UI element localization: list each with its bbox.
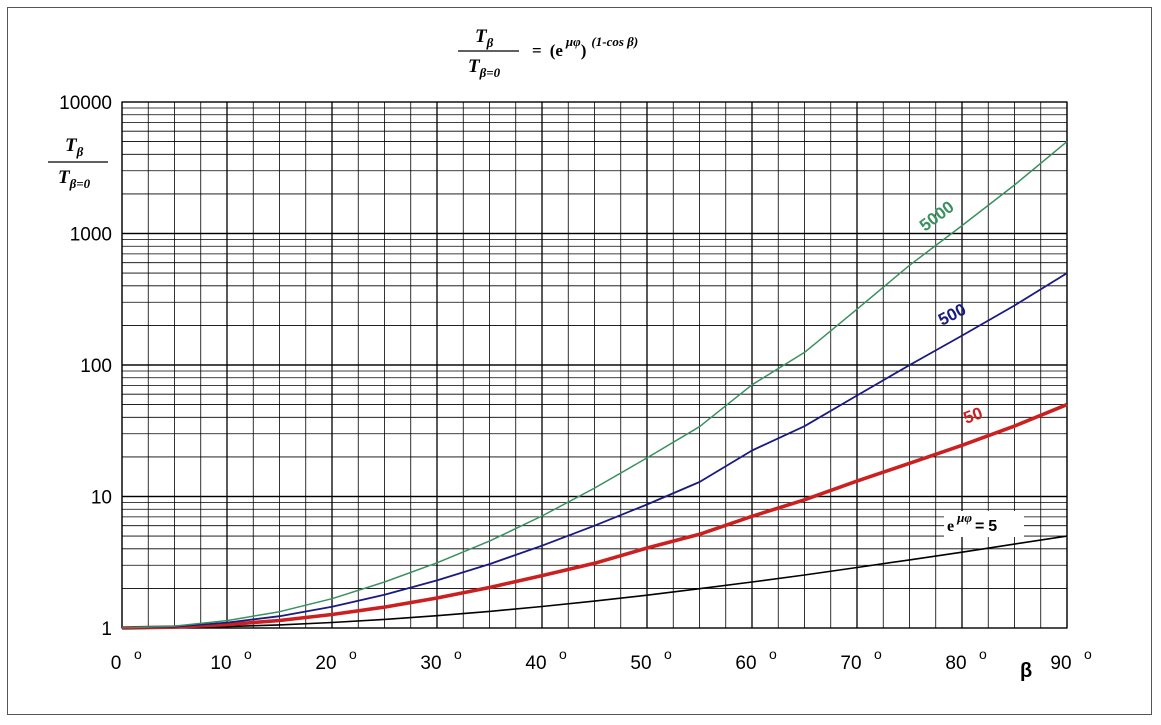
y-tick-label: 10 (91, 488, 112, 509)
x-tick-degree: o (349, 646, 357, 662)
grid (121, 101, 1068, 629)
series-label-5-background (944, 511, 1024, 537)
title-numerator: Tβ (475, 26, 494, 50)
series-line-5 (121, 535, 1068, 629)
x-tick-label: 40 (525, 653, 546, 674)
series-line-50 (121, 402, 1068, 630)
x-tick-label: 90 (1050, 653, 1071, 674)
series-line-5000 (121, 141, 1068, 629)
x-tick-degree: o (454, 646, 462, 662)
x-tick-label: 0 (111, 653, 122, 674)
x-axis-label: β (1020, 660, 1032, 682)
series-line-500 (121, 272, 1068, 629)
x-tick-label: 10 (210, 653, 231, 674)
ylabel-denominator: Tβ=0 (58, 167, 91, 191)
x-tick-degree: o (1084, 646, 1092, 662)
x-tick-label: 80 (945, 653, 966, 674)
x-tick-degree: o (979, 646, 987, 662)
x-tick-label: 50 (630, 653, 651, 674)
x-tick-degree: o (559, 646, 567, 662)
y-tick-label: 10000 (59, 93, 112, 114)
x-tick-degree: o (134, 646, 142, 662)
x-tick-degree: o (664, 646, 672, 662)
y-tick-label: 1 (101, 619, 112, 640)
series-lines (121, 141, 1068, 630)
ylabel-numerator: Tβ (65, 135, 84, 159)
series-label-5-text: eμφ= 5 (947, 510, 997, 535)
y-axis-label: Tβ Tβ=0 (48, 135, 108, 191)
x-tick-label: 70 (840, 653, 861, 674)
y-tick-label: 100 (80, 356, 112, 377)
title-rhs: = (e μφ) (1-cos β) (532, 34, 638, 60)
x-tick-degree: o (874, 646, 882, 662)
x-tick-label: 30 (420, 653, 441, 674)
x-tick-label: 60 (735, 653, 756, 674)
x-tick-degree: o (769, 646, 777, 662)
x-axis-ticks: 0 o 10 o 20 o 30 o 40 o 50 o 60 o 70 o 80 o 90 o (111, 646, 1092, 674)
y-tick-label: 1000 (70, 225, 112, 246)
x-tick-degree: o (244, 646, 252, 662)
title-denominator: Tβ=0 (468, 56, 501, 80)
series-label-5: eμφ= 5 (944, 510, 1024, 537)
x-tick-label: 20 (315, 653, 336, 674)
chart-title: Tβ Tβ=0 = (e μφ) (1-cos β) (458, 26, 638, 80)
y-axis-ticks: 1 10 100 1000 10000 (59, 93, 112, 640)
